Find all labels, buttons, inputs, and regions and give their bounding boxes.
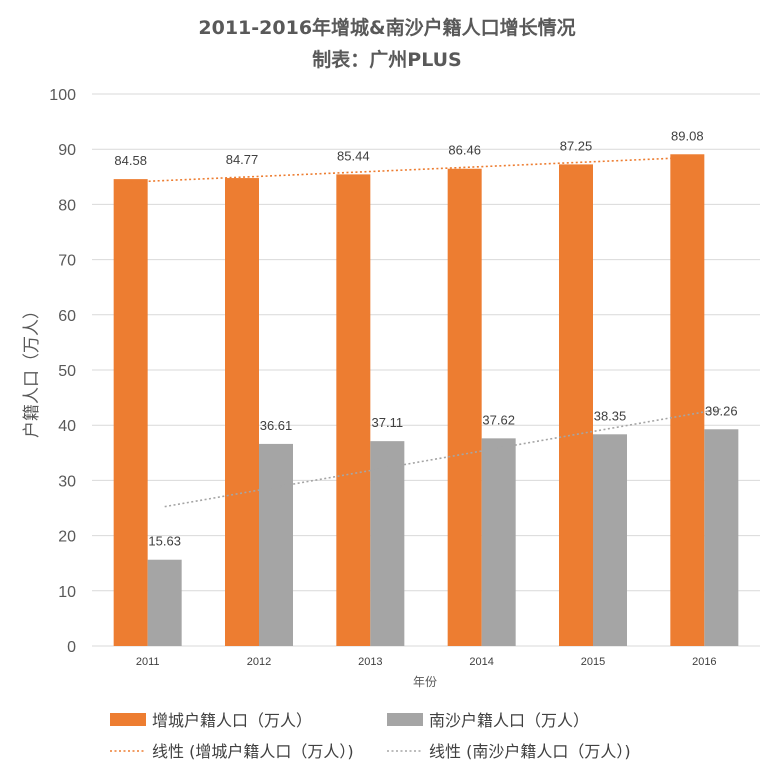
legend-trend-zengcheng-label: 线性 (增城户籍人口（万人）) [152,742,354,761]
data-label: 37.11 [372,415,404,430]
bar-nansha [704,429,739,646]
bar-zengcheng [670,154,705,647]
bar-nansha [370,441,405,646]
y-axis-label: 户籍人口（万人） [22,302,41,438]
data-labels: 84.58 15.63 84.77 36.61 85.44 37.11 86.46 37.62… [114,128,737,548]
gridlines [92,93,760,647]
data-label: 84.58 [114,153,147,168]
data-label: 37.62 [482,412,515,427]
legend-zengcheng-label: 增城户籍人口（万人） [152,711,312,730]
y-tick-label: 40 [58,418,76,435]
x-tick-label: 2011 [136,656,160,668]
x-tick-label: 2012 [247,656,271,668]
y-tick-label: 0 [67,639,76,656]
data-label: 86.46 [448,143,481,158]
data-label: 89.08 [671,128,704,143]
y-tick-label: 90 [58,142,76,159]
y-tick-label: 80 [58,197,76,214]
x-axis-label: 年份 [413,675,437,689]
y-tick-label: 20 [58,529,76,546]
y-tick-label: 60 [58,308,76,325]
data-label: 15.63 [148,534,181,549]
x-tick-label: 2014 [469,656,493,668]
y-tick-label: 30 [58,473,76,490]
bar-nansha [147,559,182,646]
data-label: 84.77 [226,152,259,167]
data-label: 36.61 [260,418,293,433]
y-tick-label: 50 [58,363,76,380]
data-label: 39.26 [705,403,738,418]
bar-zengcheng [447,168,482,647]
bar-zengcheng [336,174,371,646]
y-tick-label: 10 [58,584,76,601]
bars [113,154,739,647]
data-label: 87.25 [560,138,593,153]
legend: 增城户籍人口（万人） 南沙户籍人口（万人） 线性 (增城户籍人口（万人）) 线性 (南… [110,711,631,761]
x-tick-label: 2013 [358,656,382,668]
legend-nansha-swatch [387,713,423,726]
bar-zengcheng [225,178,259,647]
trendlines [130,156,722,508]
chart-subtitle: 制表：广州PLUS [312,48,461,71]
y-tick-label: 70 [58,253,76,270]
legend-trend-nansha-label: 线性 (南沙户籍人口（万人）) [429,742,631,761]
trendline-zengcheng [130,156,688,183]
x-axis-ticks: 2011 2012 2013 2014 2015 2016 [136,656,717,668]
x-tick-label: 2015 [581,656,605,668]
bar-nansha [593,434,627,646]
y-axis-ticks: 0 10 20 30 40 50 60 70 80 90 100 [49,87,76,656]
x-tick-label: 2016 [692,656,716,668]
y-tick-label: 100 [49,87,76,104]
bar-zengcheng [559,164,593,646]
chart-title: 2011-2016年增城&南沙户籍人口增长情况 [198,16,575,39]
bar-zengcheng [113,179,148,646]
legend-nansha-label: 南沙户籍人口（万人） [429,711,589,730]
data-label: 85.44 [337,148,370,163]
bar-nansha [259,443,293,646]
data-label: 38.35 [594,408,627,423]
bar-nansha [481,438,516,646]
legend-zengcheng-swatch [110,713,146,726]
